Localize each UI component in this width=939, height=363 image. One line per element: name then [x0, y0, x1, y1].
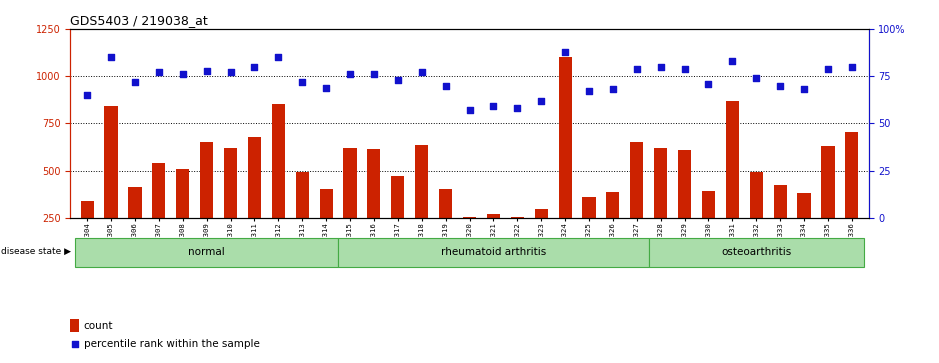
Bar [104, 106, 117, 218]
Point [462, 107, 477, 113]
Point [128, 79, 143, 85]
Bar [271, 103, 285, 218]
Bar [649, 237, 864, 267]
Point [414, 70, 429, 76]
Point [510, 105, 525, 111]
Point [629, 66, 644, 72]
Bar [248, 136, 261, 218]
Point [606, 86, 621, 92]
Bar [415, 145, 428, 218]
Point [80, 92, 95, 98]
Point [366, 72, 381, 77]
Text: disease state ▶: disease state ▶ [1, 247, 71, 256]
Bar [511, 217, 524, 218]
Bar [749, 172, 762, 218]
Point [821, 66, 836, 72]
Bar [367, 149, 380, 218]
Bar [701, 191, 715, 218]
Point [343, 72, 358, 77]
Point [247, 64, 262, 70]
Point [223, 70, 239, 76]
Bar [200, 142, 213, 218]
Bar [726, 101, 739, 218]
Text: normal: normal [188, 246, 225, 257]
Point [270, 54, 285, 60]
Bar [152, 163, 165, 218]
Bar [439, 189, 453, 218]
Point [151, 70, 166, 76]
Bar [177, 169, 190, 218]
Point [844, 64, 859, 70]
Bar [534, 209, 547, 218]
Bar [486, 214, 500, 218]
Point [103, 54, 118, 60]
Bar [129, 187, 142, 218]
Text: percentile rank within the sample: percentile rank within the sample [84, 339, 259, 349]
Point [677, 66, 692, 72]
Bar [582, 197, 595, 218]
Point [581, 89, 596, 94]
Bar [559, 57, 572, 218]
Point [439, 83, 454, 89]
Bar [678, 150, 691, 218]
Bar [319, 188, 332, 218]
Point [748, 75, 763, 81]
Bar [75, 237, 338, 267]
Bar [224, 148, 238, 218]
Bar [654, 148, 668, 218]
Bar [296, 172, 309, 218]
Bar [338, 237, 649, 267]
Point [295, 79, 310, 85]
Point [773, 83, 788, 89]
Bar [822, 146, 835, 218]
Point [391, 77, 406, 83]
Point [796, 86, 811, 92]
Point [199, 68, 214, 73]
Bar [774, 185, 787, 218]
Point [68, 341, 83, 347]
Bar [607, 192, 620, 218]
Point [533, 98, 548, 104]
Bar [70, 319, 79, 332]
Bar [463, 217, 476, 218]
Bar [392, 176, 405, 218]
Point [485, 103, 500, 109]
Point [318, 85, 333, 90]
Bar [797, 193, 810, 218]
Text: rheumatoid arthritis: rheumatoid arthritis [440, 246, 546, 257]
Text: osteoarthritis: osteoarthritis [721, 246, 792, 257]
Bar [630, 142, 643, 218]
Point [700, 81, 716, 87]
Point [654, 64, 669, 70]
Bar [81, 201, 94, 218]
Text: count: count [84, 321, 113, 331]
Bar [845, 132, 858, 218]
Point [558, 49, 573, 54]
Point [725, 58, 740, 64]
Text: GDS5403 / 219038_at: GDS5403 / 219038_at [70, 15, 208, 28]
Bar [344, 148, 357, 218]
Point [176, 72, 191, 77]
